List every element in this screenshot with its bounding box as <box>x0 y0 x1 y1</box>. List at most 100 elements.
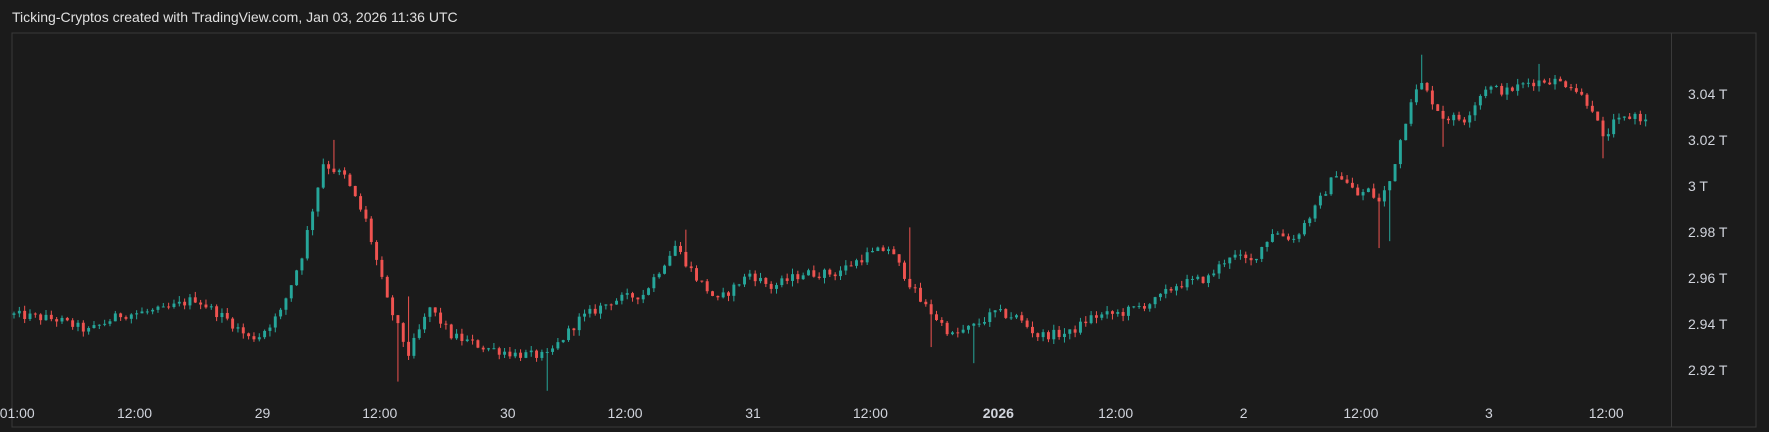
candle-body <box>1308 218 1312 224</box>
candle-body <box>167 306 171 308</box>
candle-body <box>700 280 704 282</box>
candle-body <box>503 351 507 355</box>
candle-body <box>439 312 443 324</box>
candle-body <box>839 270 842 277</box>
candle-body <box>177 301 181 304</box>
candle-body <box>380 259 384 277</box>
candle-body <box>945 322 949 335</box>
candle-body <box>897 254 901 263</box>
candle-body <box>956 332 960 334</box>
candle-body <box>1404 123 1408 141</box>
time-tick-label: 2026 <box>983 405 1014 421</box>
candle-body <box>1558 78 1562 82</box>
candle-body <box>721 292 725 298</box>
candle-body <box>161 306 165 308</box>
candle-body <box>1057 329 1061 338</box>
candle-body <box>887 249 890 251</box>
candle-series <box>12 54 1648 391</box>
candle-body <box>204 304 208 308</box>
candle-body <box>1574 88 1578 92</box>
candle-body <box>764 277 768 284</box>
candle-body <box>775 285 778 289</box>
time-tick-label: 12:00 <box>1098 405 1133 421</box>
candle-body <box>129 314 133 319</box>
candle-body <box>1233 254 1237 258</box>
candle-body <box>1116 312 1120 314</box>
candle-body <box>1212 273 1216 276</box>
candle-body <box>1286 236 1290 240</box>
candle-body <box>1350 182 1354 188</box>
candle-body <box>711 291 714 296</box>
candle-body <box>81 322 85 332</box>
candle-body <box>1318 195 1322 206</box>
candle-body <box>145 311 149 313</box>
candle-body <box>1014 315 1018 318</box>
candle-body <box>1553 78 1557 85</box>
candle-body <box>487 348 491 350</box>
candle-body <box>1004 309 1008 318</box>
candle-body <box>657 273 661 278</box>
candle-body <box>524 352 528 358</box>
candle-body <box>1068 329 1072 334</box>
candle-body <box>1484 89 1488 96</box>
candle-body <box>583 313 587 317</box>
candle-body <box>279 309 283 317</box>
candle-body <box>33 313 37 315</box>
candle-body <box>220 312 224 318</box>
candle-body <box>1329 177 1333 195</box>
candle-body <box>1126 306 1130 316</box>
candle-body <box>1190 278 1194 280</box>
candle-body <box>375 242 379 260</box>
candle-body <box>881 247 885 251</box>
candle-body <box>97 324 101 326</box>
candle-body <box>1398 140 1402 165</box>
candle-body <box>1601 120 1605 137</box>
time-axis[interactable]: 01:00 12:00 29 12:00 30 12:00 31 12:00 2026 12:00… <box>0 405 1624 421</box>
time-tick-label: 12:00 <box>853 405 888 421</box>
candle-body <box>289 285 293 299</box>
candle-body <box>993 310 997 313</box>
candle-body <box>119 313 123 318</box>
candle-body <box>1084 321 1088 324</box>
candle-body <box>508 351 512 357</box>
candle-body <box>796 274 800 280</box>
candle-body <box>641 294 645 300</box>
candle-body <box>684 251 688 267</box>
candle-body <box>1345 179 1349 183</box>
candle-body <box>1425 82 1429 91</box>
candle-body <box>135 313 139 315</box>
candle-body <box>1302 223 1306 235</box>
candle-body <box>151 309 155 312</box>
candle-body <box>44 314 48 321</box>
candle-body <box>1532 82 1536 87</box>
candle-body <box>791 274 794 281</box>
candle-body <box>268 327 272 331</box>
candle-body <box>449 324 453 339</box>
price-tick-label: 3 T <box>1688 178 1708 194</box>
candle-body <box>1372 188 1376 198</box>
candle-body <box>1478 95 1482 106</box>
candle-body <box>273 316 277 328</box>
candle-body <box>1585 94 1589 106</box>
candle-body <box>481 347 485 350</box>
candle-body <box>1548 82 1552 85</box>
candle-body <box>1510 87 1514 91</box>
candle-body <box>1516 84 1520 91</box>
candle-body <box>65 317 69 321</box>
candle-body <box>1078 321 1082 333</box>
time-tick-label: 12:00 <box>1589 405 1624 421</box>
candle-body <box>913 287 917 289</box>
time-tick-label: 31 <box>745 405 761 421</box>
candle-body <box>1489 86 1493 90</box>
candle-body <box>113 313 117 322</box>
candle-body <box>1340 176 1344 180</box>
candle-body <box>807 270 810 276</box>
candle-body <box>49 314 53 320</box>
candle-body <box>412 337 416 356</box>
candle-body <box>636 297 640 300</box>
candle-body <box>1185 279 1189 288</box>
candle-body <box>972 323 976 326</box>
candle-body <box>1452 114 1456 121</box>
price-axis[interactable]: 3.04 T 3.02 T 3 T 2.98 T 2.96 T 2.94 T 2.92 T <box>1688 86 1728 378</box>
